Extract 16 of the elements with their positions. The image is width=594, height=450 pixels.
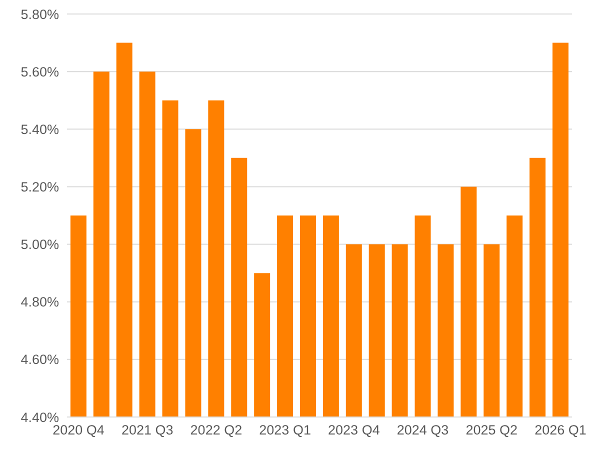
x-tick-label: 2023 Q1 — [259, 422, 311, 438]
y-tick-label: 4.60% — [20, 352, 59, 368]
x-tick-label: 2026 Q1 — [534, 422, 586, 438]
x-tick-label: 2023 Q4 — [328, 422, 380, 438]
y-tick-label: 5.60% — [20, 64, 59, 80]
x-tick-label: 2020 Q4 — [52, 422, 105, 438]
x-tick-label: 2025 Q2 — [466, 422, 518, 438]
x-tick-label: 2022 Q2 — [190, 422, 242, 438]
y-tick-label: 4.40% — [20, 410, 59, 425]
y-tick-label: 5.80% — [20, 6, 59, 22]
y-tick-label: 5.00% — [20, 237, 59, 252]
y-tick-label: 5.20% — [20, 180, 59, 195]
x-tick-label: 2021 Q3 — [121, 422, 174, 438]
x-tick-label: 2024 Q3 — [396, 422, 449, 438]
y-tick-label: 5.40% — [20, 122, 59, 137]
y-tick-label: 4.80% — [20, 294, 59, 310]
